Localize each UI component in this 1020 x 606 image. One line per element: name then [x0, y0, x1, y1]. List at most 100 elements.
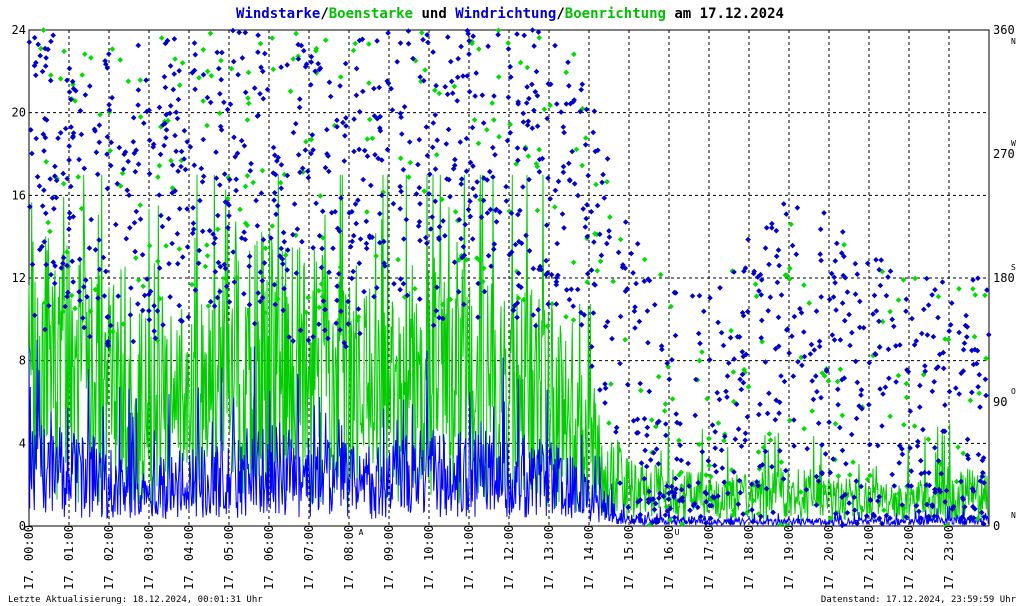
windrichtung-point — [814, 388, 820, 395]
windrichtung-point — [813, 473, 820, 480]
windrichtung-point — [745, 308, 751, 315]
windrichtung-point — [312, 68, 318, 74]
windrichtung-point — [706, 356, 713, 363]
x-tick-label: 17. 03:00 — [142, 525, 156, 590]
windrichtung-point — [88, 216, 94, 223]
windrichtung-point — [913, 503, 920, 509]
boenrichtung-point — [313, 48, 319, 54]
windrichtung-point — [552, 187, 559, 194]
windrichtung-point — [326, 269, 332, 276]
windrichtung-point — [956, 329, 962, 336]
windrichtung-point — [617, 480, 623, 486]
windrichtung-point — [221, 261, 228, 268]
windrichtung-point — [757, 401, 763, 408]
windrichtung-point — [535, 29, 542, 35]
windrichtung-point — [853, 415, 860, 422]
boenrichtung-point — [730, 512, 736, 518]
windrichtung-point — [337, 327, 343, 333]
windrichtung-point — [791, 313, 798, 320]
right-tick-label: 90 — [993, 395, 1007, 409]
windrichtung-point — [342, 133, 348, 139]
windrichtung-point — [444, 91, 451, 98]
boenrichtung-point — [60, 308, 66, 315]
boenrichtung-point — [641, 256, 648, 263]
windrichtung-point — [199, 228, 206, 235]
boenrichtung-point — [222, 275, 229, 282]
windrichtung-point — [239, 55, 246, 61]
windrichtung-point — [776, 262, 782, 269]
windrichtung-point — [531, 43, 537, 49]
windrichtung-point — [319, 245, 325, 252]
windrichtung-point — [473, 70, 479, 76]
boenrichtung-point — [766, 431, 773, 437]
windrichtung-point — [301, 48, 307, 54]
windrichtung-point — [104, 151, 110, 157]
windrichtung-point — [515, 282, 522, 289]
boenrichtung-point — [583, 135, 589, 141]
windrichtung-point — [120, 166, 127, 172]
windrichtung-point — [436, 314, 442, 321]
right-tick-direction: W — [1011, 139, 1016, 148]
windrichtung-point — [818, 294, 824, 300]
windstarke-series — [28, 339, 989, 528]
boenrichtung-point — [679, 521, 686, 527]
windrichtung-point — [466, 88, 473, 95]
x-tick-label: 17. 06:00 — [262, 525, 276, 590]
windrichtung-point — [641, 475, 648, 482]
windrichtung-point — [880, 391, 886, 397]
windrichtung-point — [524, 122, 531, 128]
windrichtung-point — [908, 483, 914, 489]
windrichtung-point — [731, 356, 737, 362]
boenrichtung-point — [439, 196, 445, 203]
windrichtung-point — [860, 325, 867, 331]
windrichtung-point — [559, 211, 566, 217]
windrichtung-point — [293, 270, 300, 276]
windrichtung-point — [219, 49, 225, 56]
windrichtung-point — [338, 308, 344, 314]
boenrichtung-point — [40, 27, 47, 33]
windrichtung-point — [417, 237, 423, 244]
boenrichtung-point — [225, 174, 232, 181]
windrichtung-point — [238, 235, 245, 241]
windrichtung-point — [224, 106, 231, 113]
windrichtung-point — [162, 120, 168, 127]
windrichtung-point — [460, 73, 466, 79]
boenrichtung-point — [87, 308, 94, 315]
windrichtung-point — [270, 170, 277, 176]
windrichtung-point — [654, 519, 660, 525]
boenrichtung-point — [669, 396, 676, 402]
windrichtung-point — [167, 294, 173, 300]
boenrichtung-point — [369, 135, 376, 142]
windrichtung-point — [108, 139, 114, 146]
boenrichtung-point — [155, 174, 161, 180]
windrichtung-point — [619, 264, 626, 271]
windrichtung-point — [472, 93, 478, 99]
boenrichtung-point — [176, 82, 183, 88]
windrichtung-point — [113, 221, 119, 228]
windrichtung-point — [400, 166, 407, 173]
windrichtung-point — [773, 253, 780, 260]
windrichtung-point — [271, 281, 278, 288]
windrichtung-point — [192, 86, 198, 93]
boenrichtung-point — [419, 29, 425, 36]
windrichtung-point — [284, 62, 290, 68]
windrichtung-point — [445, 126, 452, 133]
windrichtung-point — [876, 493, 882, 500]
boenrichtung-point — [60, 180, 67, 187]
windrichtung-point — [137, 216, 144, 222]
windrichtung-point — [96, 139, 103, 146]
windrichtung-point — [970, 361, 977, 368]
windrichtung-point — [454, 98, 460, 104]
windrichtung-point — [66, 89, 73, 95]
windrichtung-point — [273, 211, 279, 218]
windrichtung-point — [426, 191, 432, 197]
windrichtung-point — [911, 342, 918, 348]
windrichtung-point — [232, 154, 238, 160]
windrichtung-point — [310, 334, 316, 340]
windrichtung-point — [762, 448, 769, 455]
boenrichtung-point — [597, 258, 604, 265]
windrichtung-point — [633, 280, 639, 287]
windrichtung-point — [929, 388, 936, 395]
windrichtung-point — [255, 49, 261, 55]
windrichtung-point — [465, 31, 471, 37]
